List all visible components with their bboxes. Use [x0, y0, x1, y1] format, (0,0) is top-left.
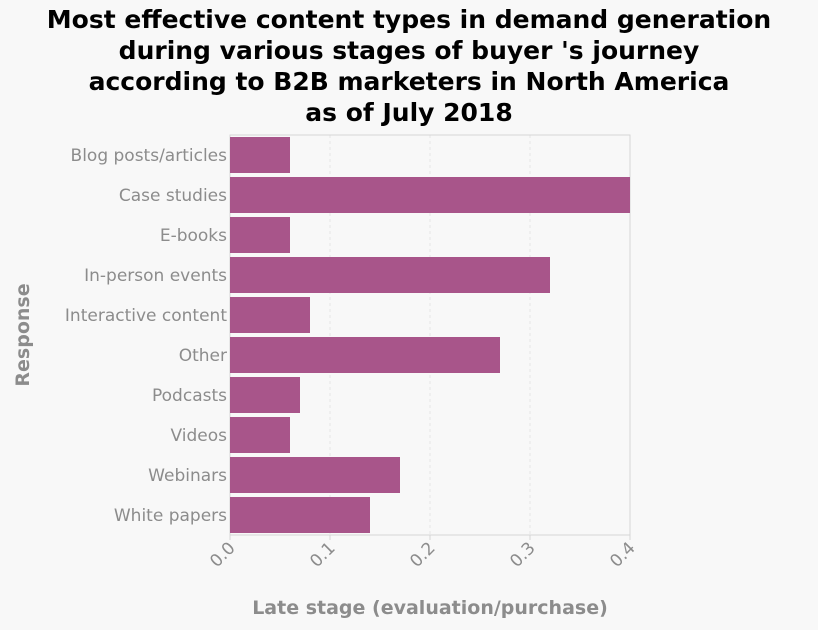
bar — [230, 217, 290, 253]
bar — [230, 417, 290, 453]
y-tick-label: Videos — [171, 426, 228, 446]
x-tick-label: 0.3 — [506, 538, 539, 571]
bar — [230, 497, 370, 533]
y-axis-title: Response — [12, 283, 34, 386]
y-tick-label: In-person events — [84, 266, 227, 286]
y-tick-label: E-books — [160, 226, 227, 246]
bar — [230, 177, 630, 213]
y-tick-label: Interactive content — [65, 306, 227, 326]
x-tick-label: 0.1 — [306, 538, 339, 571]
y-tick-label: Other — [179, 346, 227, 366]
y-tick-label: Blog posts/articles — [71, 146, 228, 166]
y-tick-label: Webinars — [148, 466, 227, 486]
bar — [230, 137, 290, 173]
bar — [230, 377, 300, 413]
y-tick-labels: Blog posts/articles Case studies E-books In… — [65, 146, 227, 526]
bar — [230, 297, 310, 333]
bar — [230, 257, 550, 293]
y-tick-label: White papers — [114, 506, 227, 526]
bars — [230, 137, 630, 533]
bar — [230, 337, 500, 373]
bar — [230, 457, 400, 493]
x-tick-label: 0.0 — [206, 538, 239, 571]
x-tick-label: 0.4 — [606, 538, 639, 571]
chart-title: Most effective content types in demand g… — [46, 5, 772, 127]
x-tick-label: 0.2 — [406, 538, 439, 571]
y-tick-label: Case studies — [119, 186, 227, 206]
x-tick-labels: 0.0 0.1 0.2 0.3 0.4 — [206, 535, 640, 572]
x-axis-title: Late stage (evaluation/purchase) — [252, 597, 608, 619]
y-tick-label: Podcasts — [152, 386, 227, 406]
